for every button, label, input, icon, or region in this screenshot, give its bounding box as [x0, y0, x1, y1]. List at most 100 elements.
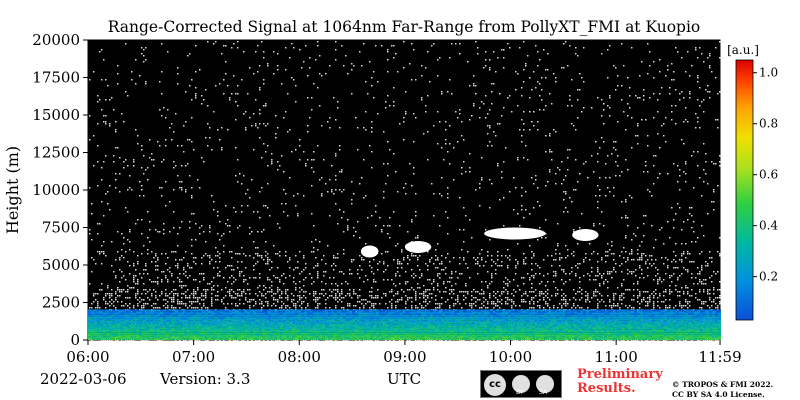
boundary-layer-cell: [208, 314, 211, 317]
boundary-layer-cell: [97, 329, 100, 331]
boundary-layer-cell: [427, 316, 430, 319]
boundary-layer-cell: [595, 336, 598, 339]
boundary-layer-cell: [469, 314, 472, 317]
boundary-layer-cell: [199, 322, 202, 324]
boundary-layer-cell: [307, 325, 310, 328]
boundary-layer-cell: [139, 316, 142, 319]
boundary-layer-cell: [388, 332, 391, 335]
boundary-layer-cell: [388, 316, 391, 319]
boundary-layer-cell: [679, 309, 682, 312]
boundary-layer-cell: [403, 332, 406, 335]
boundary-layer-cell: [442, 318, 445, 321]
boundary-layer-cell: [238, 309, 241, 312]
boundary-layer-cell: [538, 331, 541, 333]
boundary-layer-cell: [352, 314, 355, 317]
boundary-layer-cell: [628, 332, 631, 335]
boundary-layer-cell: [295, 332, 298, 335]
boundary-layer-cell: [712, 327, 715, 330]
boundary-layer-cell: [673, 323, 676, 326]
boundary-layer-cell: [397, 331, 400, 333]
boundary-layer-cell: [664, 332, 667, 335]
boundary-layer-cell: [517, 318, 520, 321]
boundary-layer-cell: [523, 332, 526, 335]
boundary-layer-cell: [514, 314, 517, 317]
boundary-layer-cell: [451, 316, 454, 319]
boundary-layer-cell: [391, 338, 394, 340]
boundary-layer-cell: [415, 334, 418, 337]
boundary-layer-cell: [241, 318, 244, 321]
boundary-layer-cell: [391, 313, 394, 315]
boundary-layer-cell: [505, 313, 508, 315]
boundary-layer-cell: [295, 320, 298, 322]
boundary-layer-cell: [364, 322, 367, 324]
boundary-layer-cell: [439, 338, 442, 340]
boundary-layer-cell: [142, 334, 145, 337]
boundary-layer-cell: [463, 318, 466, 321]
boundary-layer-cell: [280, 318, 283, 321]
boundary-layer-cell: [523, 314, 526, 317]
boundary-layer-cell: [382, 314, 385, 317]
boundary-layer-cell: [316, 316, 319, 319]
boundary-layer-cell: [223, 336, 226, 339]
boundary-layer-cell: [664, 322, 667, 324]
boundary-layer-cell: [655, 313, 658, 315]
boundary-layer-cell: [250, 316, 253, 319]
boundary-layer-cell: [94, 323, 97, 326]
boundary-layer-cell: [712, 314, 715, 317]
boundary-layer-cell: [562, 327, 565, 330]
boundary-layer-cell: [520, 331, 523, 333]
boundary-layer-cell: [670, 311, 673, 313]
boundary-layer-cell: [409, 311, 412, 313]
boundary-layer-cell: [577, 323, 580, 326]
boundary-layer-cell: [190, 329, 193, 331]
boundary-layer-cell: [142, 309, 145, 312]
boundary-layer-cell: [310, 332, 313, 335]
boundary-layer-cell: [499, 336, 502, 339]
boundary-layer-cell: [316, 313, 319, 315]
boundary-layer-cell: [562, 332, 565, 335]
boundary-layer-cell: [697, 336, 700, 339]
boundary-layer-cell: [415, 327, 418, 330]
boundary-layer-cell: [214, 313, 217, 315]
boundary-layer-cell: [559, 320, 562, 322]
boundary-layer-cell: [478, 323, 481, 326]
boundary-layer-cell: [619, 331, 622, 333]
boundary-layer-cell: [262, 332, 265, 335]
boundary-layer-cell: [682, 318, 685, 321]
boundary-layer-cell: [166, 311, 169, 313]
boundary-layer-cell: [598, 318, 601, 321]
boundary-layer-cell: [271, 322, 274, 324]
boundary-layer-cell: [184, 313, 187, 315]
boundary-layer-cell: [658, 327, 661, 330]
boundary-layer-cell: [541, 338, 544, 340]
boundary-layer-cell: [427, 323, 430, 326]
boundary-layer-cell: [508, 336, 511, 339]
boundary-layer-cell: [346, 314, 349, 317]
boundary-layer-cell: [481, 313, 484, 315]
colorbar-tick-label: 0.8: [759, 117, 778, 131]
boundary-layer-cell: [199, 338, 202, 340]
boundary-layer-cell: [520, 336, 523, 339]
boundary-layer-cell: [433, 323, 436, 326]
boundary-layer-cell: [133, 331, 136, 333]
boundary-layer-cell: [676, 314, 679, 317]
boundary-layer-cell: [271, 323, 274, 326]
boundary-layer-cell: [508, 313, 511, 315]
boundary-layer-cell: [460, 334, 463, 337]
boundary-layer-cell: [667, 336, 670, 339]
boundary-layer-cell: [205, 332, 208, 335]
boundary-layer-cell: [337, 338, 340, 340]
boundary-layer-cell: [199, 336, 202, 339]
boundary-layer-cell: [694, 313, 697, 315]
boundary-layer-cell: [697, 320, 700, 322]
boundary-layer-cell: [298, 329, 301, 331]
boundary-layer-cell: [403, 331, 406, 333]
boundary-layer-cell: [424, 323, 427, 326]
boundary-layer-cell: [385, 314, 388, 317]
boundary-layer-cell: [103, 325, 106, 328]
boundary-layer-cell: [457, 313, 460, 315]
boundary-layer-cell: [148, 322, 151, 324]
boundary-layer-cell: [664, 309, 667, 312]
boundary-layer-cell: [628, 309, 631, 312]
boundary-layer-cell: [178, 325, 181, 328]
